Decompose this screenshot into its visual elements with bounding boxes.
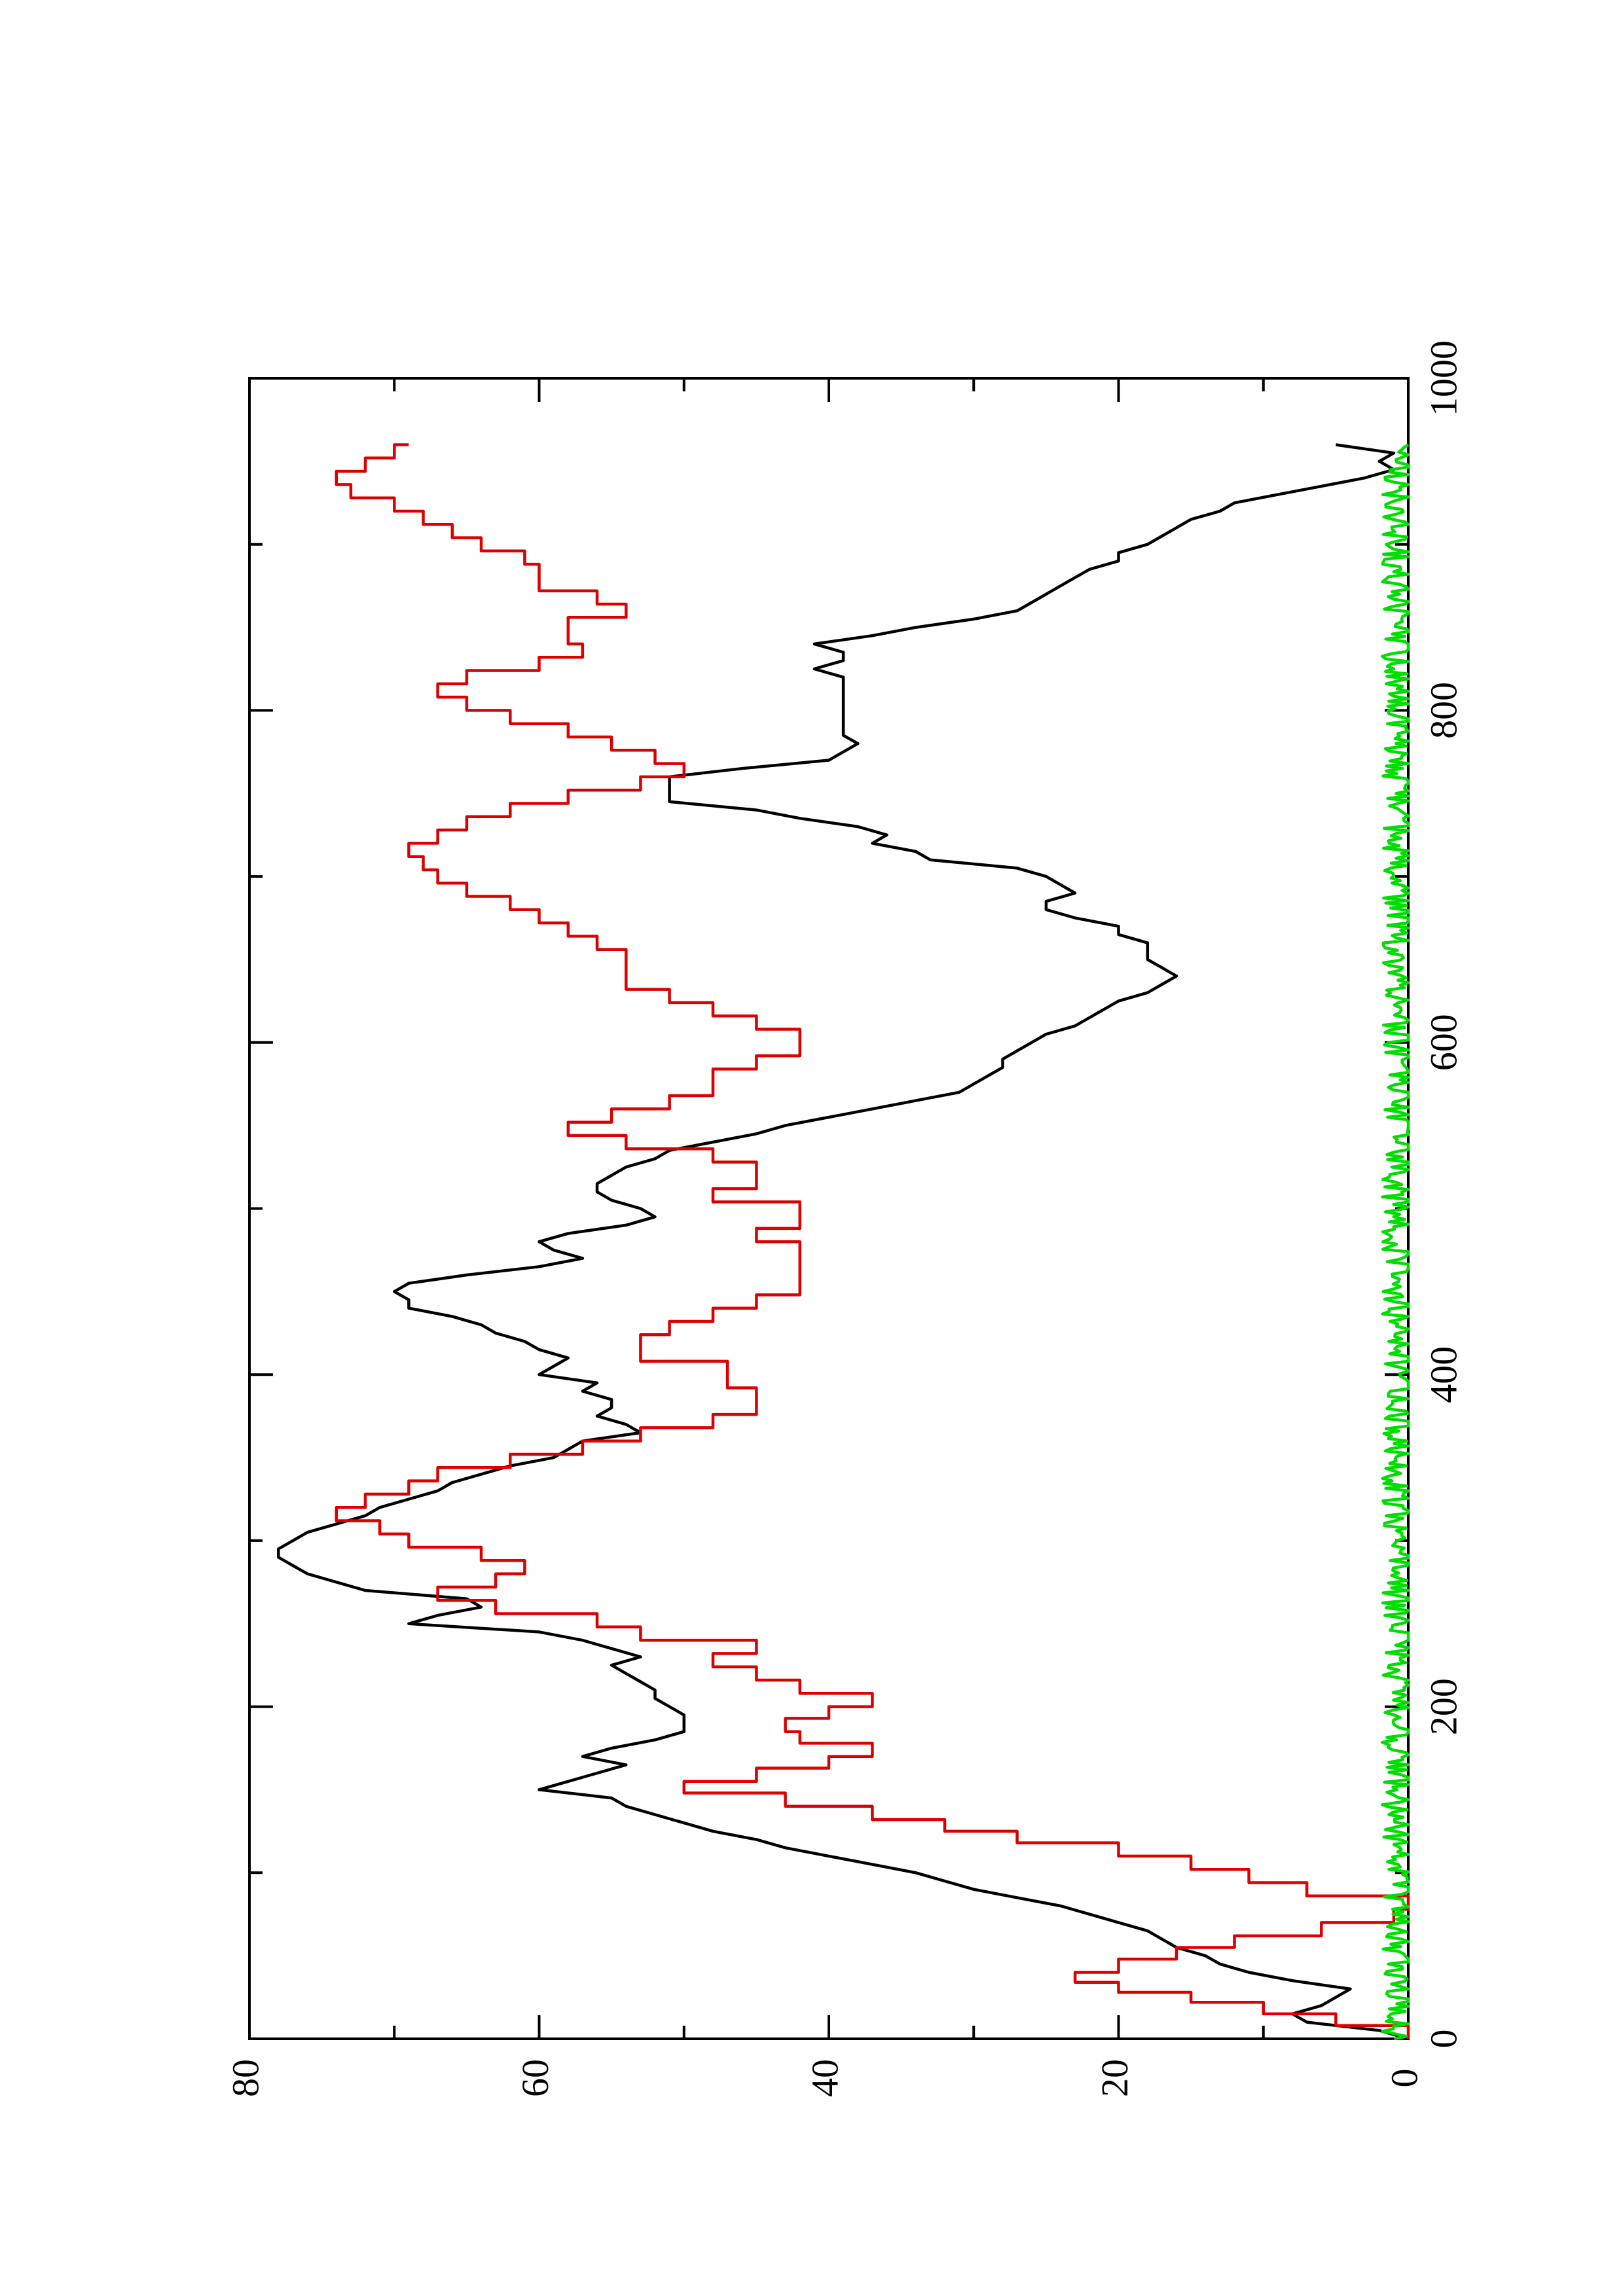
y-tick-label: 20 [1093, 2059, 1136, 2097]
series-line-2 [1381, 443, 1410, 2041]
x-tick-label: 400 [1422, 1346, 1465, 1403]
tick-labels-layer: 0 200 400 600 800 1000 0 20 40 60 80 [224, 340, 1465, 2097]
series-line-0 [277, 443, 1409, 2041]
ticks-layer [248, 377, 1410, 2040]
x-tick-label: 600 [1422, 1014, 1465, 1071]
x-tick-label: 200 [1422, 1678, 1465, 1735]
series-layer [277, 443, 1410, 2041]
y-tick-label: 80 [224, 2059, 266, 2097]
y-tick-label: 0 [1383, 2069, 1425, 2088]
x-tick-label: 0 [1422, 2030, 1465, 2049]
y-tick-label: 60 [514, 2059, 556, 2097]
plot-frame [248, 377, 1410, 2040]
x-tick-label: 1000 [1422, 340, 1465, 416]
y-tick-label: 40 [803, 2059, 846, 2097]
x-tick-label: 800 [1422, 682, 1465, 739]
series-line-1 [335, 443, 1410, 2039]
